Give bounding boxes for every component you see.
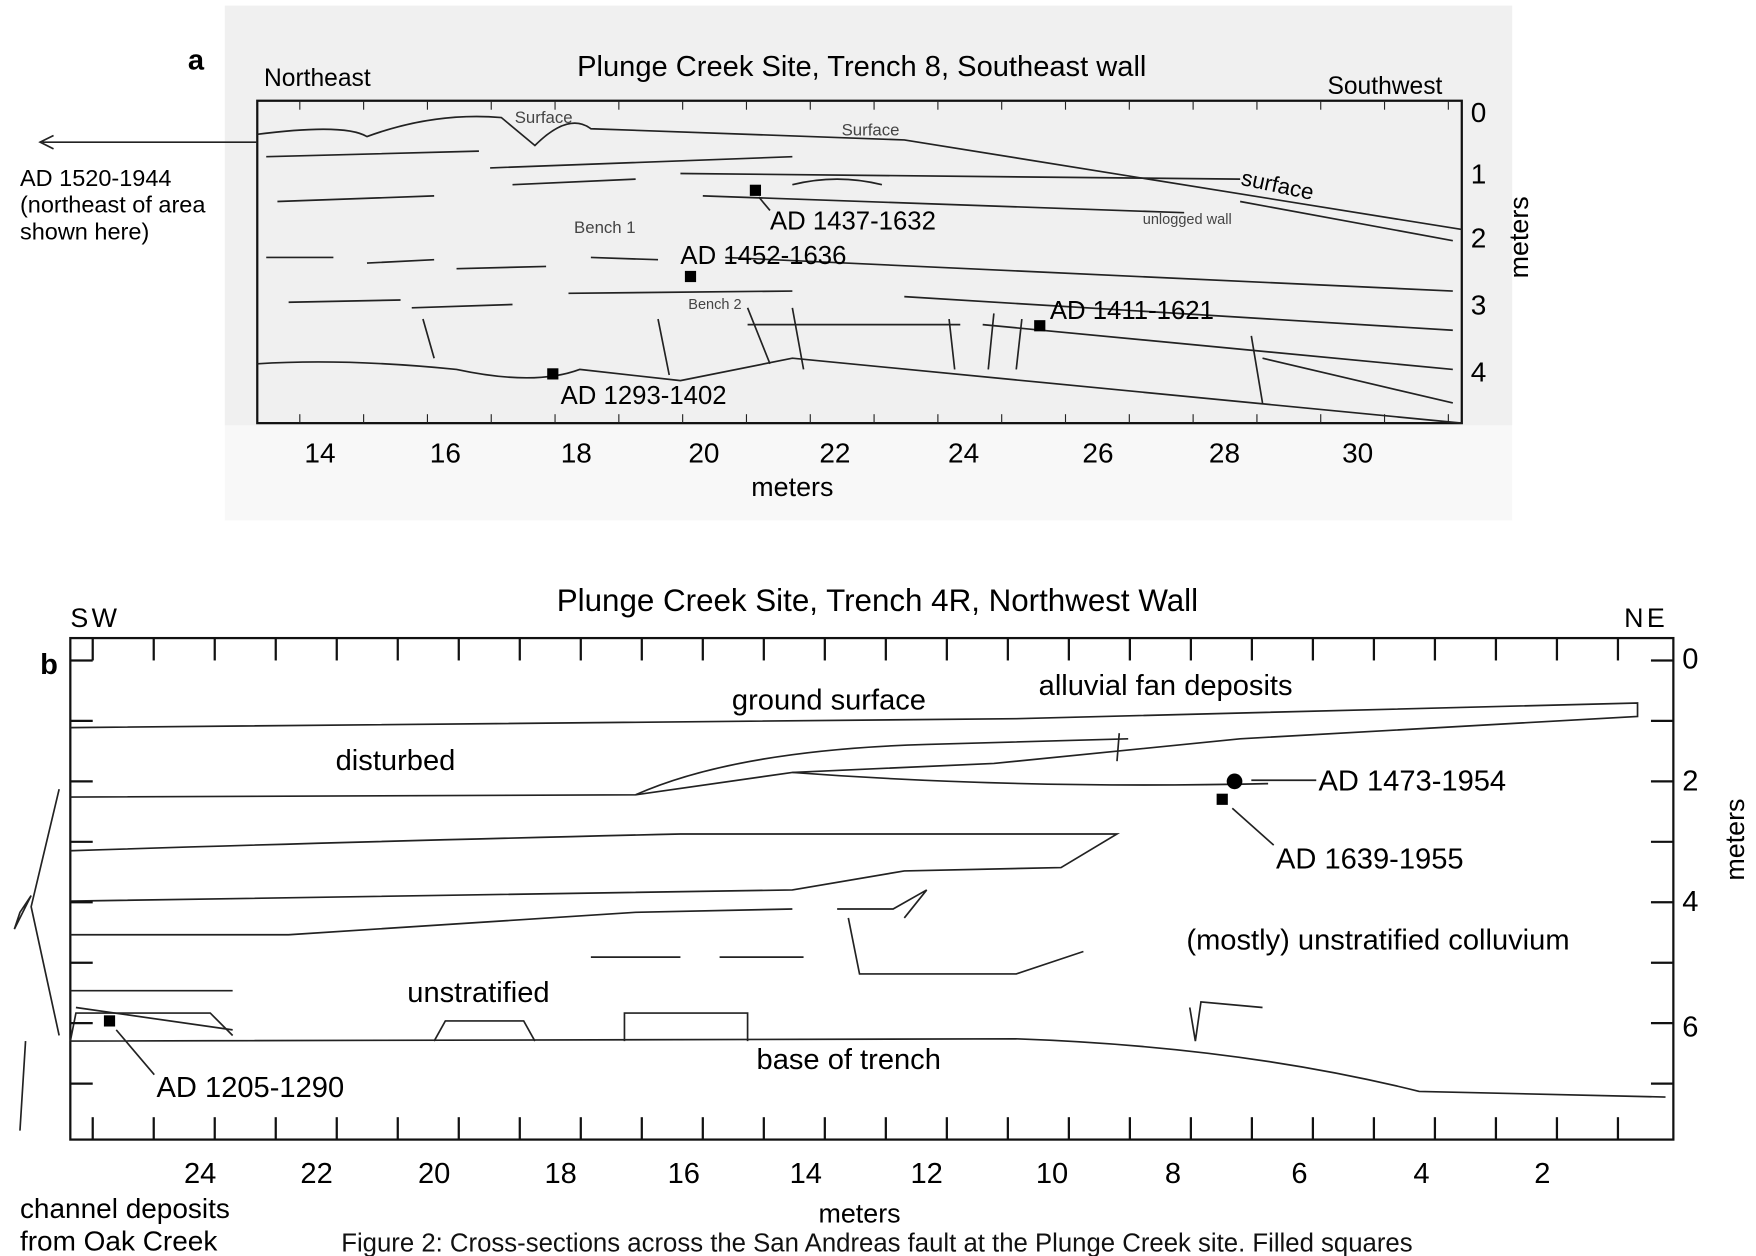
annotation: Bench 2 [688,297,741,313]
y-tick-label: 0 [1682,643,1698,675]
y-tick-label: 4 [1471,357,1487,388]
x-tick-label: 6 [1291,1158,1307,1190]
note: from Oak Creek [20,1225,218,1256]
axis-title: meters [751,472,833,502]
panel-label: b [40,649,58,681]
arrow [40,135,257,148]
sample-marker [1217,794,1228,805]
annotation: alluvial fan deposits [1039,670,1293,702]
axis-title: meters [1720,799,1750,881]
annotation: base of trench [757,1044,941,1076]
x-tick-label: 16 [668,1158,700,1190]
panel-label: a [188,44,205,76]
y-tick-label: 2 [1682,765,1698,797]
panel-b-strata [70,703,1665,1097]
direction-label: NE [1624,603,1668,633]
direction-label: Northeast [264,65,371,92]
panel-a-footer [225,425,1512,520]
axis-title: meters [1504,196,1534,278]
x-tick-label: 18 [544,1158,576,1190]
annotation: unlogged wall [1143,212,1232,228]
x-tick-label: 24 [184,1158,216,1190]
x-tick-label: 24 [948,437,979,468]
x-tick-label: 28 [1209,437,1240,468]
note: (northeast of area [20,192,206,218]
date-label: AD 1473-1954 [1318,765,1506,797]
x-tick-label: 20 [418,1158,450,1190]
y-tick-label: 2 [1471,222,1487,253]
x-tick-label: 4 [1413,1158,1429,1190]
direction-label: Southwest [1327,73,1442,100]
date-label: AD 1205-1290 [157,1072,345,1104]
x-tick-label: 26 [1082,437,1113,468]
direction-label: SW [70,603,120,633]
x-tick-label: 30 [1342,437,1373,468]
x-tick-label: 12 [911,1158,943,1190]
y-tick-label: 0 [1471,97,1487,128]
annotation: Surface [515,108,573,127]
date-label: AD 1437-1632 [770,207,936,235]
x-tick-label: 16 [430,437,461,468]
y-tick-label: 6 [1682,1012,1698,1044]
x-tick-label: 10 [1036,1158,1068,1190]
note: AD 1520-1944 [20,165,172,191]
x-tick-label: 14 [304,437,335,468]
figure: a Plunge Creek Site, Trench 8, Southeast… [0,0,1756,1256]
sample-marker [750,185,761,196]
note: shown here) [20,219,149,245]
date-label: AD 1452-1636 [680,242,846,270]
date-label: AD 1293-1402 [561,382,727,410]
date-label: AD 1639-1955 [1276,844,1464,876]
note: channel deposits [20,1193,230,1224]
y-tick-label: 1 [1471,159,1487,190]
x-tick-label: 8 [1165,1158,1181,1190]
annotation: unstratified [407,977,549,1009]
leader [14,733,1316,1130]
x-tick-label: 2 [1534,1158,1550,1190]
x-tick-label: 14 [790,1158,822,1190]
axis-title: meters [818,1198,900,1228]
caption: Figure 2: Cross-sections across the San … [341,1230,1412,1256]
y-tick-label: 3 [1471,290,1487,321]
date-label: AD 1411-1621 [1050,297,1214,325]
annotation: Surface [842,120,900,139]
x-tick-label: 20 [688,437,719,468]
annotation: (mostly) unstratified colluvium [1186,924,1569,956]
x-tick-label: 18 [561,437,592,468]
annotation: Bench 1 [574,218,636,237]
sample-marker [1034,320,1045,331]
panel-title: Plunge Creek Site, Trench 8, Southeast w… [577,51,1146,83]
sample-marker [547,368,558,379]
sample-marker [685,271,696,282]
panel-title: Plunge Creek Site, Trench 4R, Northwest … [557,583,1198,618]
sample-marker [1227,774,1243,790]
sample-marker [104,1015,115,1026]
x-tick-label: 22 [819,437,850,468]
y-tick-label: 4 [1682,886,1698,918]
annotation: disturbed [336,745,456,777]
annotation: ground surface [732,685,926,717]
x-tick-label: 22 [300,1158,332,1190]
